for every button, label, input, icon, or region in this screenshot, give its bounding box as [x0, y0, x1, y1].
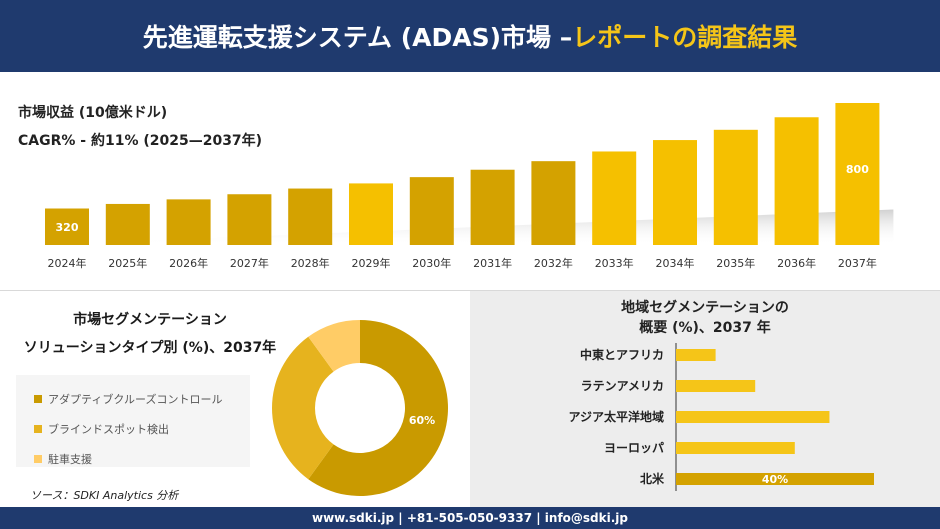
bar-2033年 — [592, 151, 637, 245]
region-label: ラテンアメリカ — [581, 379, 664, 393]
bar-2036年 — [774, 117, 819, 245]
bar-2037年 — [835, 103, 880, 245]
legend-item-parking: 駐車支援 — [34, 451, 92, 467]
x-tick-label: 2032年 — [534, 256, 573, 270]
region-label: アジア太平洋地域 — [568, 409, 664, 424]
legend-swatch-bsd — [34, 425, 42, 433]
donut-slice-1 — [272, 336, 334, 480]
x-tick-label: 2035年 — [716, 256, 755, 270]
region-label: 中東とアフリカ — [580, 347, 664, 362]
x-tick-label: 2028年 — [291, 256, 330, 270]
donut-data-label: 60% — [409, 414, 435, 427]
solution-segment-panel: 市場セグメンテーション ソリューションタイプ別 (%)、2037年 アダプティブ… — [0, 291, 470, 507]
bar-2029年 — [349, 183, 393, 245]
page-title: 先進運転支援システム (ADAS)市場 –レポートの調査結果 — [143, 18, 797, 54]
footer-contact: www.sdki.jp | +81-505-050-9337 | info@sd… — [311, 511, 628, 525]
revenue-bar-chart: 2024年 320 2025年 2026年 2027年 2028年 2029年 2030年 20… — [45, 103, 894, 270]
region-label: 北米 — [640, 471, 665, 486]
region-bar-2 — [676, 411, 830, 423]
cagr-label: CAGR% - 約11% (2025—2037年) — [18, 133, 263, 149]
revenue-section: 市場収益 (10億米ドル) CAGR% - 約11% (2025—2037年) … — [0, 72, 940, 290]
region-title-line2: 概要 (%)、2037 年 — [639, 320, 771, 336]
region-data-label: 40% — [762, 473, 788, 486]
solution-title-line2: ソリューションタイプ別 (%)、2037年 — [23, 340, 277, 356]
bar-data-label: 800 — [846, 163, 869, 176]
solution-donut-chart: 60% — [272, 320, 448, 496]
source-note: ソース：SDKI Analytics 分析 — [30, 489, 179, 502]
region-bar-3 — [676, 442, 795, 454]
region-bar-4 — [676, 473, 874, 485]
legend-label-bsd: ブラインドスポット検出 — [48, 423, 169, 436]
legend-label-acc: アダプティブクルーズコントロール — [48, 393, 223, 406]
legend-item-bsd: ブラインドスポット検出 — [34, 421, 169, 437]
region-title-line1: 地域セグメンテーションの — [621, 300, 789, 316]
donut-legend: アダプティブクルーズコントロール ブラインドスポット検出 駐車支援 — [16, 375, 250, 467]
solution-title-line1: 市場セグメンテーション — [73, 312, 227, 328]
x-tick-label: 2025年 — [108, 256, 147, 270]
title-highlight: レポートの調査結果 — [572, 23, 798, 52]
x-tick-label: 2033年 — [595, 256, 634, 270]
legend-item-acc: アダプティブクルーズコントロール — [34, 391, 222, 407]
bar-2026年 — [166, 199, 211, 245]
footer-bar: www.sdki.jp | +81-505-050-9337 | info@sd… — [0, 507, 940, 529]
x-tick-label: 2026年 — [169, 256, 208, 270]
bar-2028年 — [288, 188, 333, 245]
region-segment-panel: 地域セグメンテーションの 概要 (%)、2037 年 中東とアフリカ ラテンアメリ… — [470, 291, 940, 507]
donut-slice-2 — [308, 320, 360, 372]
legend-label-parking: 駐車支援 — [48, 453, 92, 466]
x-tick-label: 2029年 — [352, 256, 391, 270]
legend-swatch-parking — [34, 455, 42, 463]
revenue-label: 市場収益 (10億米ドル) — [18, 105, 168, 121]
bar-2032年 — [531, 161, 576, 245]
bar-2024年 — [45, 208, 89, 245]
x-tick-label: 2031年 — [473, 256, 512, 270]
header-banner: 先進運転支援システム (ADAS)市場 –レポートの調査結果 — [0, 0, 940, 72]
section-divider — [0, 290, 940, 291]
title-main: 先進運転支援システム (ADAS)市場 – — [142, 23, 573, 52]
x-tick-label: 2034年 — [656, 256, 695, 270]
bar-2035年 — [713, 129, 758, 245]
bar-data-label: 320 — [56, 221, 79, 234]
bar-2025年 — [105, 203, 150, 245]
region-label: ヨーロッパ — [604, 441, 664, 455]
region-bar-0 — [676, 349, 716, 361]
bar-2030年 — [409, 177, 454, 245]
bar-2027年 — [227, 194, 272, 245]
x-tick-label: 2030年 — [412, 256, 451, 270]
x-tick-label: 2027年 — [230, 256, 269, 270]
region-bar-1 — [676, 380, 756, 392]
legend-swatch-acc — [34, 395, 42, 403]
x-tick-label: 2024年 — [48, 256, 87, 270]
x-tick-label: 2037年 — [838, 256, 877, 270]
bar-2034年 — [653, 140, 697, 245]
bar-2031年 — [470, 169, 515, 245]
x-tick-label: 2036年 — [777, 256, 816, 270]
donut-slice-0 — [308, 320, 448, 496]
